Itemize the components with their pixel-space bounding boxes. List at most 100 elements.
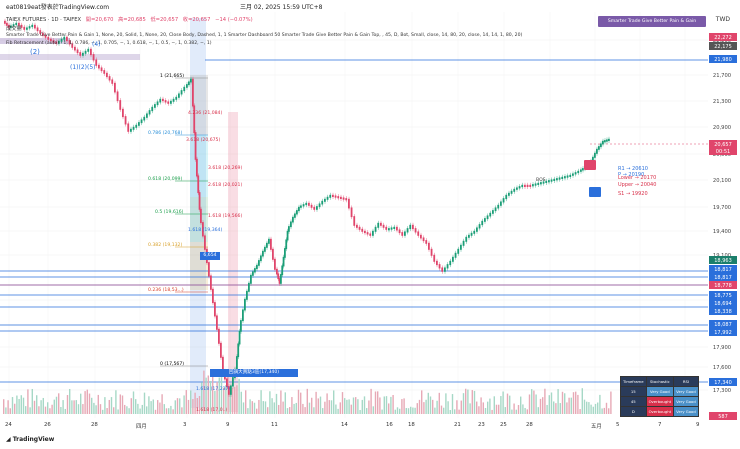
candle — [350, 207, 353, 218]
volume-bar — [163, 404, 165, 414]
volume-bar — [355, 397, 357, 414]
volume-bar — [572, 392, 575, 414]
volume-bar — [317, 398, 319, 414]
volume-bar — [264, 401, 267, 414]
candle — [294, 213, 296, 218]
candle — [212, 288, 214, 304]
candle — [186, 84, 188, 88]
volume-bar — [434, 407, 436, 414]
pivot-p: P → 20190 — [618, 172, 645, 178]
buy-marker[interactable] — [589, 187, 601, 197]
candle — [409, 224, 412, 230]
price-label: 18,817 — [709, 265, 737, 273]
candle — [518, 186, 521, 189]
time-tick: 7 — [658, 422, 662, 428]
volume-bar — [269, 391, 271, 414]
volume-bar — [427, 392, 429, 414]
svg-text:18,778: 18,778 — [714, 283, 732, 289]
volume-bar — [421, 390, 423, 414]
volume-bar — [212, 372, 214, 414]
fib-legend[interactable]: Fib Retracement (auto) · 1, 1, 0.786, −,… — [6, 41, 212, 46]
volume-bar — [275, 393, 278, 414]
table-header-row: Timeframe Stochastic RSI — [620, 376, 699, 387]
candle — [127, 123, 130, 132]
volume-bar — [18, 399, 20, 414]
candle — [178, 93, 180, 98]
row-stochastic: Overbought — [645, 396, 675, 407]
volume-bar — [3, 399, 5, 414]
volume-bar — [357, 399, 359, 414]
volume-bar — [337, 408, 339, 414]
volume-bar — [324, 401, 326, 414]
volume-bar — [104, 397, 106, 414]
candle — [481, 220, 484, 226]
volume-bar — [115, 390, 117, 414]
volume-bar — [414, 407, 416, 414]
volume-bar — [344, 398, 346, 414]
volume-bar — [47, 402, 49, 414]
symbol-legend[interactable]: TAIEX FUTURES · 1D · TAIFEX 開=20,670 高=2… — [6, 16, 253, 23]
volume-bar — [458, 409, 460, 414]
volume-bar — [403, 398, 405, 414]
volume-bar — [66, 395, 69, 414]
candle — [84, 50, 87, 54]
candle — [572, 173, 574, 176]
candle — [436, 260, 438, 266]
volume-bar — [88, 393, 91, 414]
candle — [242, 309, 244, 322]
volume-bar — [159, 402, 161, 414]
time-axis[interactable]: 24 26 28 四月 3 9 11 14 16 18 21 23 25 28 五月 5 7 9 — [0, 420, 708, 430]
candle — [192, 78, 194, 107]
volume-bar — [82, 404, 84, 414]
volume-legend[interactable]: 成交量 — [6, 26, 22, 32]
candle — [156, 101, 159, 106]
candle — [441, 267, 444, 272]
currency-label[interactable]: TWD — [715, 16, 730, 23]
price-tick: 19,400 — [713, 229, 731, 235]
volume-bar — [148, 396, 150, 414]
volume-bar — [293, 403, 295, 414]
candle — [6, 22, 8, 26]
candle — [148, 110, 151, 115]
candle — [308, 202, 310, 206]
volume-bar — [379, 397, 381, 414]
candle — [170, 100, 172, 104]
volume-bar — [11, 397, 14, 414]
candle — [296, 210, 298, 215]
volume-bar — [432, 399, 434, 414]
candle — [390, 227, 393, 230]
volume-bar — [352, 397, 355, 414]
volume-bar — [449, 409, 451, 414]
volume-bar — [207, 375, 209, 414]
candle — [558, 177, 561, 180]
candle — [348, 198, 350, 209]
candle — [260, 255, 262, 262]
volume-bar — [526, 409, 528, 414]
candle — [425, 240, 428, 244]
volume-bar — [513, 403, 515, 414]
candle — [449, 260, 452, 266]
candle — [361, 228, 364, 232]
volume-bar — [95, 405, 97, 414]
candle — [252, 271, 254, 276]
candle — [12, 24, 15, 27]
price-axis: 22,20021,70021,30020,90020,50020,10019,7… — [709, 33, 737, 420]
volume-bar — [73, 400, 75, 414]
svg-text:587: 587 — [718, 414, 728, 420]
indicator-legend[interactable]: Smarter Trade Give Better Pain & Gain 1,… — [6, 33, 523, 38]
sell-marker[interactable] — [584, 160, 596, 170]
candle — [540, 182, 542, 185]
volume-bar — [383, 396, 385, 414]
candle — [282, 256, 285, 267]
indicator-badge[interactable]: Smarter Trade Give Better Pain & Gain — [598, 16, 706, 27]
volume-bar — [306, 388, 308, 414]
volume-bar — [172, 409, 174, 414]
volume-bar — [469, 403, 471, 414]
candle — [188, 81, 190, 86]
symbol-name[interactable]: TAIEX FUTURES · 1D · TAIFEX — [6, 17, 82, 23]
volume-bar — [280, 390, 282, 414]
tradingview-logo[interactable]: ◢ TradingView — [6, 436, 54, 443]
candle — [288, 226, 290, 232]
candle — [36, 27, 39, 32]
